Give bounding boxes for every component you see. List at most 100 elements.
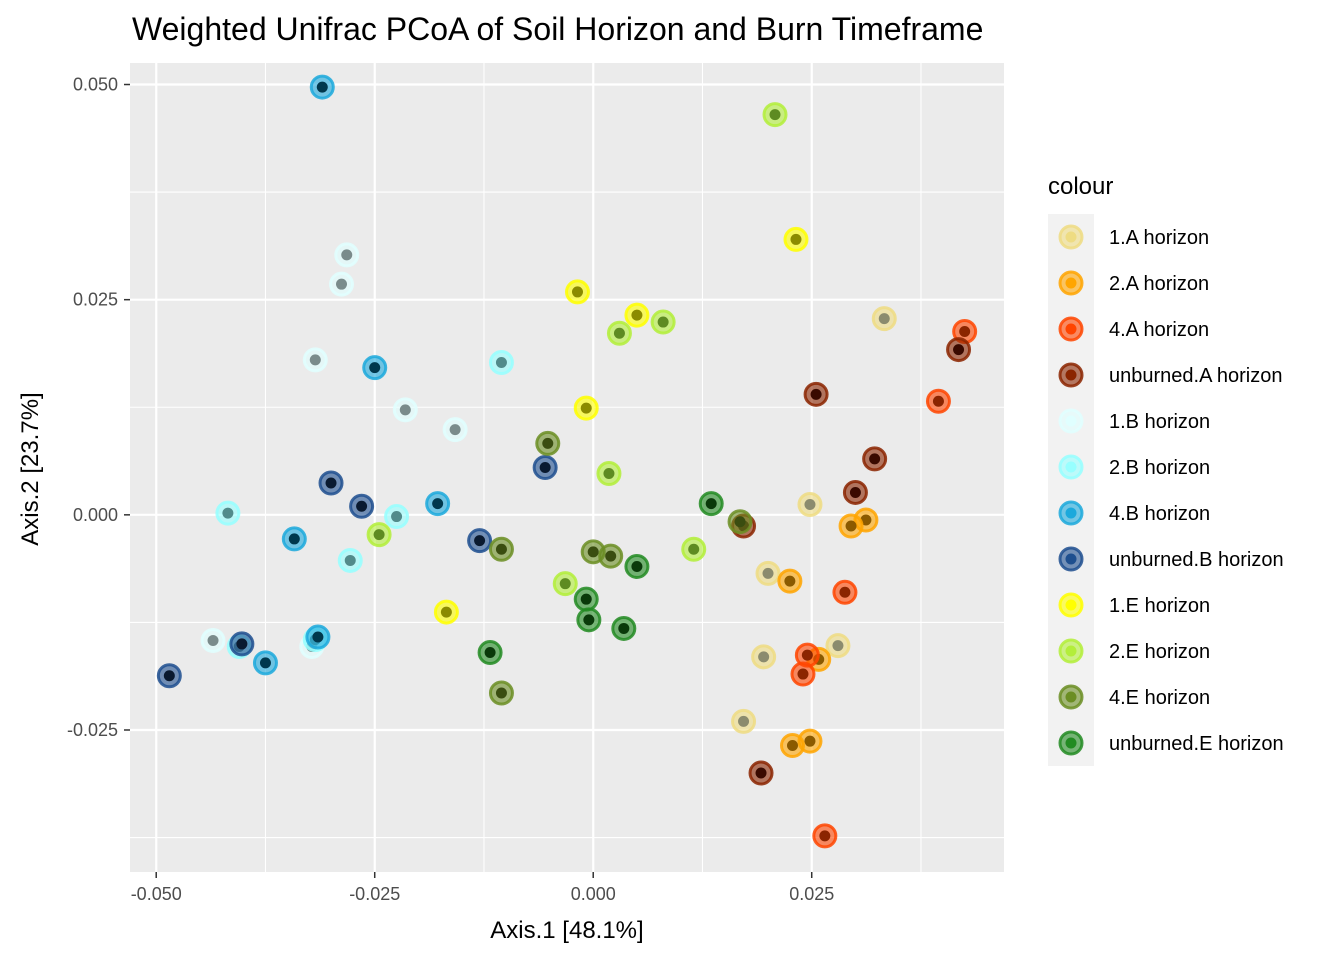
y-tick-label: -0.025 bbox=[67, 720, 118, 740]
data-point-center bbox=[580, 402, 592, 414]
data-point-center bbox=[804, 735, 816, 747]
y-axis-ticks: -0.025 0.000 0.025 0.050 bbox=[67, 75, 130, 740]
data-point-center bbox=[688, 543, 700, 555]
data-point-center bbox=[495, 687, 507, 699]
data-point-center bbox=[631, 309, 643, 321]
data-point-center bbox=[336, 278, 348, 290]
data-point-center bbox=[845, 520, 857, 532]
data-point-center bbox=[603, 468, 615, 480]
data-point-center bbox=[657, 316, 669, 328]
data-point-center bbox=[860, 514, 872, 526]
plot-panel bbox=[130, 63, 1004, 872]
series-group bbox=[366, 102, 788, 597]
chart-title: Weighted Unifrac PCoA of Soil Horizon an… bbox=[132, 11, 983, 47]
data-point-center bbox=[953, 344, 965, 356]
data-point-center bbox=[474, 535, 486, 547]
data-point-center bbox=[309, 354, 321, 366]
legend-key-center bbox=[1065, 599, 1077, 611]
series-group bbox=[488, 430, 753, 706]
data-point-center bbox=[832, 640, 844, 652]
series-group bbox=[731, 306, 897, 734]
data-point-center bbox=[738, 715, 750, 727]
data-point-center bbox=[163, 670, 175, 682]
legend-key-center bbox=[1065, 415, 1077, 427]
data-point-center bbox=[484, 647, 496, 659]
legend-key-center bbox=[1065, 691, 1077, 703]
series-group bbox=[433, 226, 809, 625]
legend-key-center bbox=[1065, 461, 1077, 473]
data-point-center bbox=[790, 233, 802, 245]
data-point-center bbox=[571, 286, 583, 298]
data-point-center bbox=[495, 357, 507, 369]
data-point-center bbox=[849, 486, 861, 498]
series-group bbox=[156, 455, 558, 689]
data-point-center bbox=[587, 546, 599, 558]
data-point-center bbox=[312, 631, 324, 643]
data-point-center bbox=[819, 830, 831, 842]
x-axis-ticks: -0.050 -0.025 0.000 0.025 bbox=[131, 872, 834, 904]
legend-label: 2.E horizon bbox=[1109, 641, 1210, 663]
data-point-center bbox=[605, 550, 617, 562]
legend-key-center bbox=[1065, 323, 1077, 335]
legend-key-background bbox=[1048, 214, 1094, 766]
data-point-center bbox=[705, 498, 717, 510]
legend-key-center bbox=[1065, 277, 1077, 289]
data-point-center bbox=[369, 362, 381, 374]
legend-key-center bbox=[1065, 231, 1077, 243]
data-point-center bbox=[391, 511, 403, 523]
legend-key-center bbox=[1065, 645, 1077, 657]
legend-label: 1.E horizon bbox=[1109, 595, 1210, 617]
data-point-center bbox=[341, 249, 353, 261]
data-point-center bbox=[288, 533, 300, 545]
legend-title: colour bbox=[1048, 173, 1113, 200]
data-point-center bbox=[259, 657, 271, 669]
data-point-center bbox=[758, 651, 770, 663]
legend-label: unburned.B horizon bbox=[1109, 549, 1284, 571]
y-tick-label: 0.050 bbox=[73, 75, 118, 95]
data-point-center bbox=[583, 614, 595, 626]
legend-label: 1.A horizon bbox=[1109, 227, 1209, 249]
legend-label: unburned.E horizon bbox=[1109, 733, 1284, 755]
x-tick-label: -0.025 bbox=[349, 884, 400, 904]
data-point-center bbox=[804, 499, 816, 511]
legend-key-center bbox=[1065, 737, 1077, 749]
data-point-center bbox=[755, 767, 767, 779]
series-group bbox=[477, 491, 724, 666]
data-point-center bbox=[495, 543, 507, 555]
grid-minor bbox=[130, 63, 1004, 872]
legend-label: 2.B horizon bbox=[1109, 457, 1210, 479]
data-point-center bbox=[631, 560, 643, 572]
legend-label: 4.A horizon bbox=[1109, 319, 1209, 341]
x-tick-label: -0.050 bbox=[131, 884, 182, 904]
data-point-center bbox=[580, 593, 592, 605]
data-point-center bbox=[801, 649, 813, 661]
data-point-center bbox=[786, 739, 798, 751]
legend-key-center bbox=[1065, 507, 1077, 519]
legend-key-center bbox=[1065, 369, 1077, 381]
data-point-center bbox=[839, 586, 851, 598]
scatter-points bbox=[156, 74, 978, 849]
data-point-center bbox=[734, 516, 746, 528]
data-point-center bbox=[869, 453, 881, 465]
series-group bbox=[790, 319, 978, 849]
data-point-center bbox=[373, 529, 385, 541]
data-point-center bbox=[542, 437, 554, 449]
data-point-center bbox=[878, 313, 890, 325]
x-tick-label: 0.025 bbox=[789, 884, 834, 904]
data-point-center bbox=[236, 638, 248, 650]
legend-label: unburned.A horizon bbox=[1109, 365, 1282, 387]
x-axis-title: Axis.1 [48.1%] bbox=[490, 917, 643, 944]
legend-key-center bbox=[1065, 553, 1077, 565]
data-point-center bbox=[207, 634, 219, 646]
data-point-center bbox=[932, 395, 944, 407]
data-point-center bbox=[316, 81, 328, 93]
data-point-center bbox=[399, 404, 411, 416]
x-tick-label: 0.000 bbox=[571, 884, 616, 904]
data-point-center bbox=[432, 498, 444, 510]
data-point-center bbox=[618, 622, 630, 634]
data-point-center bbox=[959, 326, 971, 338]
data-point-center bbox=[769, 109, 781, 121]
data-point-center bbox=[762, 567, 774, 579]
data-point-center bbox=[344, 554, 356, 566]
